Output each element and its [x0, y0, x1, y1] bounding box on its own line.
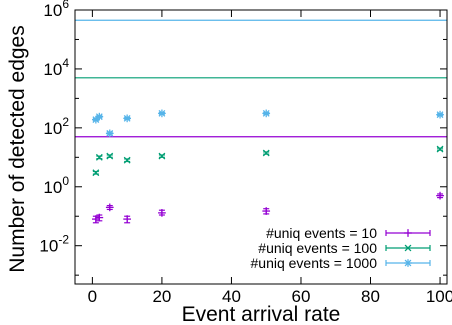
data-point-series-2: [106, 152, 114, 160]
reference-lines: [75, 19, 447, 138]
marker-stroke: [158, 109, 166, 117]
y-ticks: 10-2 100 102 104 106: [39, 0, 447, 276]
marker-stroke: [123, 114, 131, 122]
data-point-series-2: [158, 152, 166, 160]
marker-stroke: [123, 156, 131, 164]
y-tick-label: 104: [43, 56, 69, 79]
x-tick-label: 20: [152, 287, 171, 306]
legend-sample: [385, 259, 431, 267]
data-point-series-1: [262, 207, 271, 215]
y-tick-label: 10-2: [39, 233, 69, 256]
data-point-series-3: [158, 109, 166, 118]
error-bars: [92, 111, 444, 224]
x-ticks: 0 20 40 60 80 100: [88, 10, 452, 306]
data-point-series-3: [95, 112, 104, 121]
legend: #uniq events = 10#uniq events = 100#uniq…: [251, 225, 431, 271]
data-point-series-2: [262, 149, 270, 157]
marker-stroke: [262, 109, 270, 117]
data-point-series-1: [95, 213, 104, 222]
y-tick-label: 106: [43, 0, 69, 20]
marker-stroke: [158, 152, 166, 160]
marker-stroke: [436, 111, 444, 119]
marker-stroke: [92, 169, 100, 177]
marker-stroke: [262, 149, 270, 157]
data-point-series-2: [436, 145, 444, 153]
plot-frame: [74, 9, 448, 285]
data-point-series-2: [92, 169, 100, 177]
data-point-series-1: [158, 209, 166, 217]
x-tick-label: 80: [361, 287, 380, 306]
marker-stroke: [404, 259, 412, 267]
legend-label: #uniq events = 1000: [251, 255, 378, 271]
legend-label: #uniq events = 100: [258, 240, 377, 256]
data-point-series-1: [436, 191, 444, 200]
y-axis-title: Number of detected edges: [6, 25, 29, 273]
data-point-series-3: [105, 129, 114, 138]
data-point-series-3: [436, 110, 444, 119]
x-tick-label: 40: [222, 287, 241, 306]
data-point-series-2: [123, 156, 131, 164]
y-tick-label: 100: [43, 174, 69, 197]
x-tick-label: 0: [88, 287, 97, 306]
data-point-series-3: [123, 114, 131, 123]
data-point-series-3: [262, 109, 271, 118]
marker-stroke: [436, 145, 444, 153]
marker-stroke: [95, 113, 103, 121]
legend-label: #uniq events = 10: [266, 225, 377, 241]
x-tick-label: 60: [292, 287, 311, 306]
data-point-series-2: [95, 153, 103, 161]
legend-sample: [385, 244, 431, 252]
marker-stroke: [106, 152, 114, 160]
marker-stroke: [404, 244, 412, 252]
data-point-series-1: [105, 203, 114, 212]
y-tick-label: 102: [43, 115, 69, 138]
x-tick-label: 100: [426, 287, 452, 306]
data-markers: [92, 109, 444, 223]
data-point-series-1: [123, 215, 131, 223]
marker-stroke: [95, 153, 103, 161]
legend-sample: [385, 229, 431, 237]
x-axis-title: Event arrival rate: [182, 303, 341, 325]
marker-stroke: [106, 129, 114, 137]
